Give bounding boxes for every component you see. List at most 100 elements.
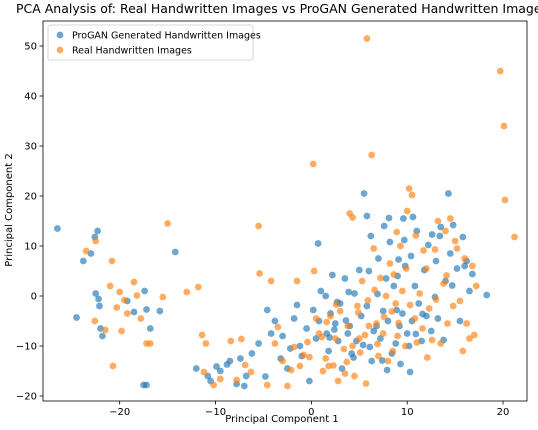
data-point xyxy=(437,223,445,231)
data-point xyxy=(382,275,390,282)
data-point xyxy=(362,380,370,387)
data-point xyxy=(400,236,408,244)
data-point xyxy=(437,340,445,347)
data-point xyxy=(355,266,363,274)
data-point xyxy=(511,233,518,241)
data-point xyxy=(380,313,388,321)
data-point xyxy=(382,292,390,300)
data-point xyxy=(345,288,353,296)
data-point xyxy=(340,345,348,353)
data-point xyxy=(293,277,301,285)
data-point xyxy=(171,248,179,256)
data-point xyxy=(472,282,480,290)
data-point xyxy=(407,252,415,260)
data-point xyxy=(343,358,351,366)
data-point xyxy=(332,301,340,308)
data-point xyxy=(164,220,172,227)
data-point xyxy=(370,327,378,335)
y-tick-label: 0 xyxy=(31,292,37,303)
data-point xyxy=(449,221,457,229)
data-point xyxy=(133,292,141,299)
data-point xyxy=(409,213,417,221)
data-point xyxy=(96,302,103,310)
data-point xyxy=(378,357,386,364)
x-axis-label: Principal Component 1 xyxy=(225,414,338,425)
data-point xyxy=(427,327,435,335)
data-point xyxy=(216,375,224,383)
data-point xyxy=(445,190,452,197)
y-axis-label: Principal Component 2 xyxy=(4,153,15,266)
data-point xyxy=(401,342,409,350)
data-point xyxy=(419,325,426,332)
data-point xyxy=(358,277,366,285)
data-point xyxy=(440,280,447,287)
data-point xyxy=(379,307,387,315)
data-point xyxy=(306,353,313,361)
data-point xyxy=(279,332,286,340)
data-point xyxy=(227,337,235,345)
data-point xyxy=(366,343,374,351)
data-point xyxy=(442,227,449,235)
data-point xyxy=(456,317,464,325)
data-point xyxy=(121,296,128,304)
data-point xyxy=(202,340,210,347)
y-tick-label: 20 xyxy=(24,192,37,203)
data-point xyxy=(113,304,121,311)
data-point xyxy=(293,301,301,309)
plot-frame xyxy=(42,20,528,402)
data-point xyxy=(406,368,414,376)
data-point xyxy=(363,35,371,42)
data-point xyxy=(143,381,150,389)
data-point xyxy=(393,228,401,236)
x-tick-label: −20 xyxy=(109,407,130,418)
data-point xyxy=(496,67,504,75)
data-point xyxy=(351,290,358,297)
data-point xyxy=(331,335,339,342)
data-point xyxy=(310,267,318,275)
data-point xyxy=(274,323,282,331)
data-point xyxy=(290,343,298,351)
data-point xyxy=(94,227,101,235)
data-point xyxy=(322,292,330,300)
data-point xyxy=(330,362,337,369)
x-axis-ticks: −20 −10 0 10 20 xyxy=(109,401,509,418)
data-point xyxy=(271,317,279,325)
y-axis-ticks: −20 −10 0 10 20 30 40 50 xyxy=(16,42,43,403)
data-point xyxy=(349,214,356,221)
data-point xyxy=(309,160,317,168)
data-point xyxy=(446,250,454,257)
data-point xyxy=(143,340,150,347)
data-point xyxy=(241,361,249,369)
legend-marker xyxy=(56,46,64,54)
data-point xyxy=(423,265,430,272)
data-point xyxy=(213,363,220,370)
data-point xyxy=(399,287,406,295)
data-point xyxy=(304,338,311,346)
data-point xyxy=(415,300,423,307)
data-point xyxy=(483,291,491,299)
data-point xyxy=(411,315,419,322)
data-point xyxy=(108,257,116,265)
data-point xyxy=(461,255,469,262)
data-point xyxy=(403,207,411,215)
data-point xyxy=(233,376,241,384)
data-point xyxy=(267,330,275,337)
data-point xyxy=(377,335,384,342)
data-point xyxy=(156,307,164,315)
data-point xyxy=(248,350,256,357)
data-point xyxy=(306,377,313,385)
data-point xyxy=(463,320,470,327)
data-point xyxy=(466,335,473,342)
data-point xyxy=(363,212,371,220)
data-point xyxy=(118,327,125,335)
data-point xyxy=(399,310,406,317)
data-point xyxy=(355,335,363,342)
data-point xyxy=(402,265,410,272)
data-point xyxy=(192,365,200,372)
data-point xyxy=(183,288,191,296)
data-point xyxy=(395,319,402,327)
data-point xyxy=(54,225,61,232)
data-point xyxy=(263,306,271,314)
data-point xyxy=(436,232,444,240)
